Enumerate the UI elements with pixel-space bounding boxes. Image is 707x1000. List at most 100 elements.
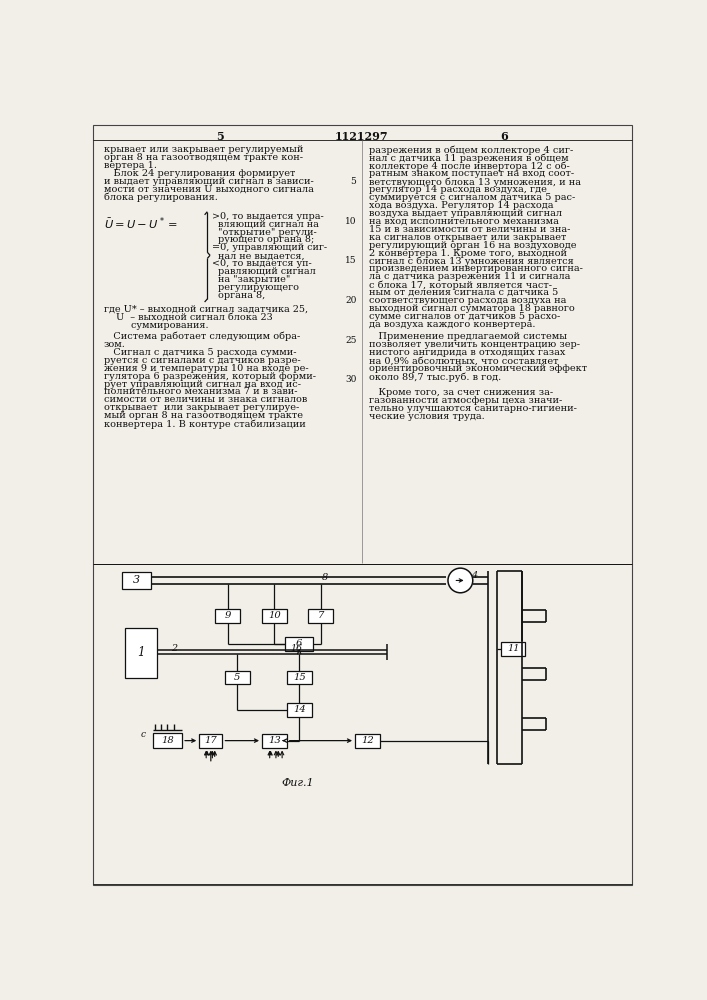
Bar [199, 734, 223, 748]
Text: органа 8,: органа 8, [212, 291, 266, 300]
Text: соответствующего расхода воздуха на: соответствующего расхода воздуха на [369, 296, 566, 305]
Text: ветствующего блока 13 умножения, и на: ветствующего блока 13 умножения, и на [369, 177, 581, 187]
Bar [216, 609, 240, 623]
Text: на "закрытие": на "закрытие" [212, 275, 291, 284]
Bar [262, 609, 287, 623]
Text: 5: 5 [234, 673, 240, 682]
Text: равляющий сигнал: равляющий сигнал [212, 267, 316, 276]
Bar [262, 734, 287, 748]
Text: орган 8 на газоотводящем тракте кон-: орган 8 на газоотводящем тракте кон- [104, 153, 303, 162]
Text: регулирующего: регулирующего [212, 283, 299, 292]
Text: нистого ангидрида в отходящих газах: нистого ангидрида в отходящих газах [369, 348, 566, 357]
Text: вляющий сигнал на: вляющий сигнал на [212, 220, 320, 229]
Text: >0, то выдается упра-: >0, то выдается упра- [212, 212, 324, 221]
Text: c: c [141, 730, 146, 739]
Circle shape [448, 568, 473, 593]
Text: 16: 16 [290, 644, 302, 653]
Text: да воздуха каждого конвертера.: да воздуха каждого конвертера. [369, 320, 535, 329]
Text: коллекторе 4 после инвертора 12 с об-: коллекторе 4 после инвертора 12 с об- [369, 161, 570, 171]
Text: произведением инвертированного сигна-: произведением инвертированного сигна- [369, 264, 583, 273]
Text: "открытие" регули-: "открытие" регули- [212, 228, 317, 237]
Text: жения 9 и температуры 10 на входе ре-: жения 9 и температуры 10 на входе ре- [104, 364, 308, 373]
Text: 9: 9 [225, 611, 231, 620]
Text: ла с датчика разрежения 11 и сигнала: ла с датчика разрежения 11 и сигнала [369, 272, 571, 281]
Text: =0, управляющий сиг-: =0, управляющий сиг- [212, 243, 327, 252]
Text: Система работает следующим обра-: Система работает следующим обра- [104, 332, 300, 341]
Text: 6: 6 [296, 639, 303, 648]
Text: позволяет увеличить концентрацию зер-: позволяет увеличить концентрацию зер- [369, 340, 580, 349]
Text: 6: 6 [500, 131, 508, 142]
Text: где U* – выходной сигнал задатчика 25,: где U* – выходной сигнал задатчика 25, [104, 305, 308, 314]
Text: 5: 5 [351, 177, 356, 186]
Text: 2: 2 [171, 644, 177, 653]
Text: 5: 5 [216, 131, 224, 142]
Text: 8: 8 [322, 573, 328, 582]
Text: открывает  или закрывает регулируе-: открывает или закрывает регулируе- [104, 403, 299, 412]
Text: нал с датчика 11 разрежения в общем: нал с датчика 11 разрежения в общем [369, 153, 568, 163]
Text: 30: 30 [345, 375, 356, 384]
Text: сумме сигналов от датчиков 5 расхо-: сумме сигналов от датчиков 5 расхо- [369, 312, 560, 321]
Text: 17: 17 [204, 736, 217, 745]
Text: блока регулирования.: блока регулирования. [104, 193, 218, 202]
Text: разрежения в общем коллекторе 4 сиг-: разрежения в общем коллекторе 4 сиг- [369, 145, 573, 155]
Text: гулятора 6 разрежения, который форми-: гулятора 6 разрежения, который форми- [104, 372, 316, 381]
Text: мый орган 8 на газоотводящем тракте: мый орган 8 на газоотводящем тракте [104, 411, 303, 420]
Text: нал не выдается,: нал не выдается, [212, 251, 305, 260]
Text: Применение предлагаемой системы: Применение предлагаемой системы [369, 332, 567, 341]
Text: Кроме того, за счет снижения за-: Кроме того, за счет снижения за- [369, 388, 553, 397]
Text: хода воздуха. Регулятор 14 расхода: хода воздуха. Регулятор 14 расхода [369, 201, 554, 210]
Text: 1121297: 1121297 [335, 131, 389, 142]
Text: воздуха выдает управляющий сигнал: воздуха выдает управляющий сигнал [369, 209, 562, 218]
Text: зом.: зом. [104, 340, 126, 349]
Text: Блок 24 регулирования формирует: Блок 24 регулирования формирует [104, 169, 296, 178]
Text: газованности атмосферы цеха значи-: газованности атмосферы цеха значи- [369, 396, 562, 405]
Text: $\bar{U} = U - U^* =$: $\bar{U} = U - U^* =$ [104, 216, 177, 232]
Text: регулятор 14 расхода воздуха, где: регулятор 14 расхода воздуха, где [369, 185, 547, 194]
Text: сигнал с блока 13 умножения является: сигнал с блока 13 умножения является [369, 256, 573, 266]
Bar [501, 642, 525, 656]
Text: 2 конвертера 1. Кроме того, выходной: 2 конвертера 1. Кроме того, выходной [369, 249, 567, 258]
Text: на 0,9% абсолютных, что составляет: на 0,9% абсолютных, что составляет [369, 356, 559, 365]
Text: крывает или закрывает регулируемый: крывает или закрывает регулируемый [104, 145, 303, 154]
Text: на вход исполнительного механизма: на вход исполнительного механизма [369, 217, 559, 226]
Text: регулирующий орган 16 на воздуховоде: регулирующий орган 16 на воздуховоде [369, 241, 576, 250]
Text: 7: 7 [317, 611, 324, 620]
Text: 13: 13 [268, 736, 281, 745]
Text: 3: 3 [133, 575, 140, 585]
Text: <0, то выдается уп-: <0, то выдается уп- [212, 259, 312, 268]
Bar [122, 572, 151, 589]
Bar [355, 734, 380, 748]
Text: и выдает управляющий сигнал в зависи-: и выдает управляющий сигнал в зависи- [104, 177, 314, 186]
Text: около 89,7 тыс.руб. в год.: около 89,7 тыс.руб. в год. [369, 372, 501, 382]
Text: суммирования.: суммирования. [104, 321, 209, 330]
Text: ратным знаком поступает на вход соот-: ратным знаком поступает на вход соот- [369, 169, 574, 178]
Text: 14: 14 [293, 705, 305, 714]
Text: Фиг.1: Фиг.1 [281, 778, 314, 788]
Text: 25: 25 [345, 336, 356, 345]
Text: 10: 10 [345, 217, 356, 226]
Text: 1: 1 [137, 646, 145, 659]
Text: 12: 12 [361, 736, 374, 745]
Text: 4: 4 [471, 571, 477, 580]
Text: ка сигналов открывает или закрывает: ка сигналов открывает или закрывает [369, 233, 566, 242]
Text: 10: 10 [268, 611, 281, 620]
Text: вертера 1.: вертера 1. [104, 161, 157, 170]
Bar [153, 733, 182, 748]
Text: 18: 18 [161, 736, 174, 745]
Text: 20: 20 [345, 296, 356, 305]
Text: с блока 17, который является част-: с блока 17, который является част- [369, 280, 552, 290]
Text: полнительного механизма 7 и в зави-: полнительного механизма 7 и в зави- [104, 387, 298, 396]
Text: рует управляющий сигнал на вход ис-: рует управляющий сигнал на вход ис- [104, 380, 301, 389]
Text: U  – выходной сигнал блока 23: U – выходной сигнал блока 23 [104, 313, 273, 322]
Text: ным от деления сигнала с датчика 5: ным от деления сигнала с датчика 5 [369, 288, 558, 297]
Text: 11: 11 [507, 644, 520, 653]
Bar [308, 609, 333, 623]
Text: конвертера 1. В контуре стабилизации: конвертера 1. В контуре стабилизации [104, 419, 305, 429]
Bar [287, 671, 312, 684]
Text: 15: 15 [345, 256, 356, 265]
Text: 15: 15 [293, 673, 305, 682]
Text: ориентировочный экономический эффект: ориентировочный экономический эффект [369, 364, 587, 373]
Text: симости от величины и знака сигналов: симости от величины и знака сигналов [104, 395, 307, 404]
Bar [287, 703, 312, 717]
Bar [225, 671, 250, 684]
